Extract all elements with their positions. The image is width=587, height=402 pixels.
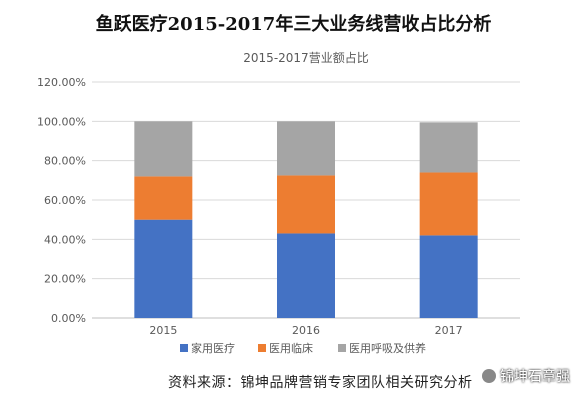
x-tick-label: 2017: [435, 324, 463, 337]
y-tick-label: 60.00%: [44, 194, 86, 207]
bar-2016-series-1: [277, 175, 335, 234]
bar-2017-series-2: [419, 122, 478, 173]
bar-2017-series-0: [419, 235, 478, 318]
bar-2015-series-2: [134, 121, 193, 177]
y-tick-label: 40.00%: [44, 233, 86, 246]
legend-swatch: [180, 344, 188, 352]
x-tick-label: 2015: [149, 324, 177, 337]
source-note: 资料来源：锦坤品牌营销专家团队相关研究分析: [168, 375, 473, 391]
y-tick-label: 100.00%: [37, 115, 86, 128]
stacked-bar-chart: 2015-2017营业额占比 0.00% 20.00% 40.00% 60.00% 80.…: [0, 40, 587, 370]
y-tick-label: 80.00%: [44, 155, 86, 168]
chart-title: 2015-2017营业额占比: [243, 50, 368, 65]
bar-2015-series-0: [134, 219, 193, 318]
legend-label: 医用呼吸及供养: [349, 341, 426, 355]
page-title: 鱼跃医疗2015-2017年三大业务线营收占比分析: [95, 14, 492, 35]
bar-2015-series-1: [134, 176, 193, 220]
bar-2016-series-0: [277, 233, 335, 318]
legend-swatch: [258, 344, 266, 352]
wechat-icon: [482, 369, 496, 383]
y-tick-label: 0.00%: [51, 312, 86, 325]
watermark-text: 锦坤石章强: [500, 369, 570, 385]
bar-2016-series-2: [277, 121, 335, 176]
y-tick-label: 20.00%: [44, 273, 86, 286]
chart-canvas: 2015-2017营业额占比 0.00% 20.00% 40.00% 60.00% 80.…: [37, 50, 520, 355]
x-tick-label: 2016: [292, 324, 320, 337]
legend-label: 医用临床: [269, 341, 313, 355]
y-tick-label: 120.00%: [37, 76, 86, 89]
legend-swatch: [338, 344, 346, 352]
bar-2017-series-1: [419, 172, 478, 236]
legend-label: 家用医疗: [191, 341, 235, 355]
watermark: 锦坤石章强: [482, 366, 570, 386]
